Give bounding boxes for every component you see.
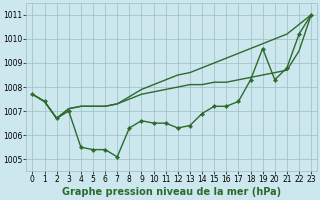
X-axis label: Graphe pression niveau de la mer (hPa): Graphe pression niveau de la mer (hPa) [62, 187, 281, 197]
